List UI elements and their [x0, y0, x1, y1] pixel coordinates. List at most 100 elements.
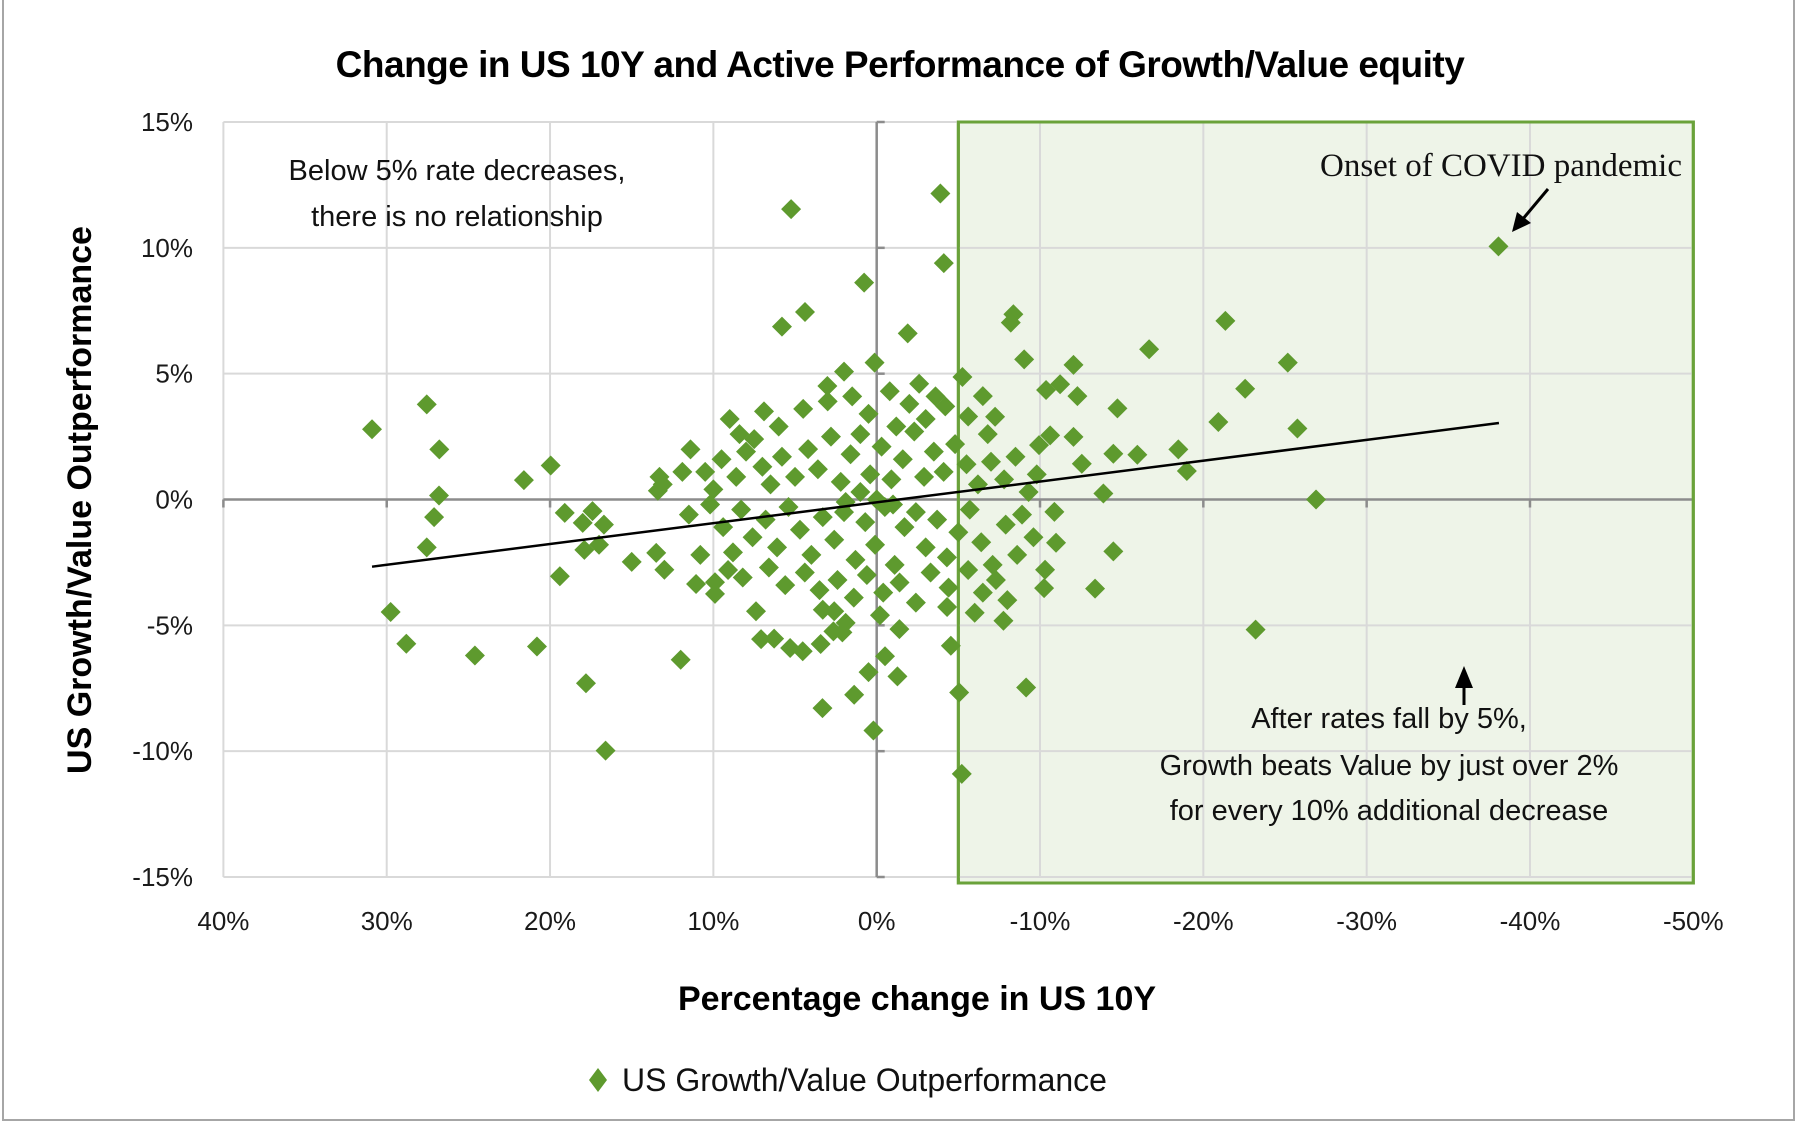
data-point — [842, 386, 863, 407]
data-point — [927, 509, 948, 530]
data-point — [1103, 541, 1124, 562]
chart-title: Change in US 10Y and Active Performance … — [335, 44, 1465, 85]
data-point — [1245, 619, 1266, 640]
data-point — [1176, 461, 1197, 482]
data-point — [767, 537, 788, 558]
x-tick-label: -50% — [1663, 906, 1724, 936]
data-point — [1235, 378, 1256, 399]
x-tick-label: 10% — [687, 906, 739, 936]
data-point — [700, 494, 721, 515]
y-tick-label: 10% — [141, 233, 193, 263]
data-point — [914, 466, 935, 487]
data-point — [686, 574, 707, 595]
highlight-region-border — [956, 120, 1695, 885]
data-point — [646, 542, 667, 563]
data-point — [1168, 439, 1189, 460]
data-point — [1208, 411, 1229, 432]
data-point — [889, 619, 910, 640]
data-point — [575, 673, 596, 694]
data-point — [1306, 489, 1327, 510]
data-point — [647, 480, 668, 501]
legend-marker-icon — [589, 1068, 607, 1092]
data-point — [595, 740, 616, 761]
data-point — [781, 199, 802, 220]
data-point — [827, 570, 848, 591]
data-point — [958, 406, 979, 427]
data-point — [894, 517, 915, 538]
data-point — [582, 501, 603, 522]
data-point — [752, 456, 773, 477]
y-axis-title: US Growth/Value Outperformance — [61, 226, 99, 774]
annotation-right-line-2: Growth beats Value by just over 2% — [1160, 750, 1619, 782]
y-tick-label: -15% — [132, 862, 193, 892]
y-tick-label: 15% — [141, 107, 193, 137]
data-point — [956, 454, 977, 475]
data-point — [981, 451, 1002, 472]
data-point — [938, 577, 959, 598]
data-point — [945, 434, 966, 455]
data-point — [1488, 236, 1509, 257]
data-point — [1029, 435, 1050, 456]
data-point — [711, 449, 732, 470]
data-point — [771, 316, 792, 337]
data-point — [513, 470, 534, 491]
data-point — [680, 439, 701, 460]
data-point — [549, 566, 570, 587]
data-point — [1139, 339, 1160, 360]
trendline — [371, 421, 1500, 568]
data-point — [718, 559, 739, 580]
data-point — [722, 542, 743, 563]
data-point — [824, 601, 845, 622]
y-tick-label: -5% — [147, 610, 193, 640]
data-point — [879, 381, 900, 402]
data-point — [731, 499, 752, 520]
data-point — [572, 512, 593, 533]
data-point — [972, 582, 993, 603]
data-point — [362, 419, 383, 440]
x-tick-label: -10% — [1010, 906, 1071, 936]
annotation-right-line-1: After rates fall by 5%, — [1251, 703, 1527, 735]
data-point — [817, 375, 838, 396]
data-point — [856, 565, 877, 585]
legend-label: US Growth/Value Outperformance — [622, 1062, 1107, 1098]
data-point — [1287, 418, 1308, 439]
data-point — [985, 406, 1006, 427]
data-point — [923, 441, 944, 462]
data-point — [892, 449, 913, 470]
data-point — [864, 352, 885, 373]
data-point — [952, 366, 973, 387]
data-point — [593, 514, 614, 535]
data-point — [860, 464, 881, 485]
data-point — [1014, 349, 1035, 370]
data-point — [812, 507, 833, 528]
data-point — [958, 559, 979, 580]
up-arrow-icon — [1455, 666, 1473, 705]
data-point — [930, 183, 951, 204]
data-point — [933, 461, 954, 482]
data-point — [672, 461, 693, 482]
data-point — [670, 649, 691, 670]
y-tick-label: 5% — [155, 359, 193, 389]
legend: US Growth/Value Outperformance — [589, 1062, 1107, 1098]
data-point — [982, 554, 1003, 575]
data-point — [396, 633, 417, 654]
data-point — [526, 636, 547, 657]
data-point — [1012, 504, 1033, 525]
data-point — [820, 426, 841, 447]
data-point — [951, 763, 972, 784]
data-point — [948, 522, 969, 543]
data-point — [1063, 354, 1084, 375]
data-point — [845, 549, 866, 570]
data-point — [540, 455, 561, 476]
data-point — [972, 386, 993, 407]
data-point — [742, 527, 763, 548]
data-point — [840, 444, 861, 465]
data-point — [621, 551, 642, 572]
data-point — [897, 323, 918, 344]
data-point — [835, 612, 856, 633]
data-point — [925, 386, 946, 407]
data-point — [1071, 453, 1092, 474]
data-point — [1215, 310, 1236, 331]
